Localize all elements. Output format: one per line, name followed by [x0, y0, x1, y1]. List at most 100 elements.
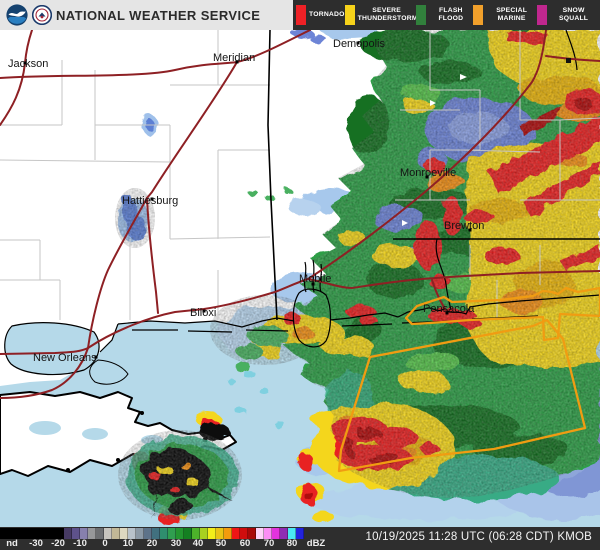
scale-segment [120, 528, 128, 539]
scale-segment [144, 528, 152, 539]
coastline [99, 259, 600, 353]
legend-label: FLASH FLOOD [438, 6, 464, 22]
scale-segment [232, 528, 240, 539]
city-dot [235, 60, 239, 64]
city-labels: Jackson Meridian Demopolis Hattiesburg Monro… [8, 38, 484, 364]
legend-label: TORNADO [309, 10, 345, 18]
scale-segment [288, 528, 296, 539]
status-bar: nd -30 -20 -10 0 10 20 30 40 50 60 70 80 dBZ 10/19/20… [0, 527, 600, 550]
scale-tick-label: 80 [286, 538, 298, 549]
city-dot [23, 61, 27, 65]
city-dot [468, 228, 472, 232]
scale-segment [0, 528, 64, 539]
legend-item: SNOW SQUALL [537, 5, 597, 25]
city-label: Hattiesburg [122, 195, 178, 207]
scale-segment [88, 528, 96, 539]
legend-label: SPECIAL MARINE [496, 6, 528, 22]
city-label: Brewton [444, 220, 484, 232]
scale-tick-label: -30 [29, 538, 43, 549]
radar-map: Jackson Meridian Demopolis Hattiesburg Monro… [0, 30, 600, 527]
legend-swatch [537, 5, 548, 25]
scale-tick-label: -10 [73, 538, 87, 549]
legend-swatch [415, 5, 426, 25]
scale-segment [160, 528, 168, 539]
radar-echoes [115, 30, 600, 525]
agency-title: NATIONAL WEATHER SERVICE [56, 7, 261, 23]
scale-tick-label: dBZ [306, 538, 326, 549]
scale-tick-label: 70 [263, 538, 275, 549]
legend-label: SEVERE THUNDERSTORM [357, 6, 418, 22]
scale-segment [80, 528, 88, 539]
legend-item: FLASH FLOOD [415, 5, 473, 25]
warning-legend: TORNADO SEVERE THUNDERSTORM FLASH FLOOD SPE… [293, 0, 600, 30]
legend-label: SNOW SQUALL [559, 6, 589, 22]
scale-segment [136, 528, 144, 539]
scale-segment [104, 528, 112, 539]
city-dot [311, 282, 315, 286]
city-dot [356, 41, 360, 45]
scale-tick-label: nd [6, 538, 18, 549]
timestamp: 10/19/2025 11:28 UTC (06:28 CDT) [365, 531, 554, 543]
city-dot [425, 175, 429, 179]
scale-segment [128, 528, 136, 539]
legend-item: SEVERE THUNDERSTORM [344, 5, 418, 25]
legend-item: TORNADO [296, 5, 345, 25]
city-label: Biloxi [190, 307, 216, 319]
legend-item: SPECIAL MARINE [473, 5, 537, 25]
city-label: Jackson [8, 58, 48, 70]
legend-swatch [296, 5, 306, 25]
city-dot [94, 355, 98, 359]
noaa-logo-icon [6, 4, 28, 26]
city-label: Demopolis [333, 38, 385, 50]
county-lines [0, 30, 600, 320]
storm-markers [402, 74, 467, 226]
scale-segment [176, 528, 184, 539]
scale-tick-label: 10 [122, 538, 134, 549]
scale-tick-label: 50 [215, 538, 227, 549]
city-dot [150, 197, 154, 201]
scale-segment [72, 528, 80, 539]
city-label: Meridian [213, 52, 255, 64]
city-dot [202, 309, 206, 313]
scale-segment [280, 528, 288, 539]
highway-junction-marker [566, 58, 571, 63]
legend-swatch [344, 5, 355, 25]
reflectivity-scale [0, 528, 304, 539]
state-borders [267, 30, 600, 321]
city-dot [445, 311, 449, 315]
scale-tick-label: 30 [170, 538, 182, 549]
scale-segment [248, 528, 256, 539]
scale-tick-label: -20 [51, 538, 65, 549]
scale-segment [152, 528, 160, 539]
scale-segment [184, 528, 192, 539]
scale-tick-label: 60 [239, 538, 251, 549]
legend-swatch [473, 5, 484, 25]
scale-segment [240, 528, 248, 539]
scale-tick-label: 40 [192, 538, 204, 549]
scale-segment [296, 528, 304, 539]
radar-map-canvas: Jackson Meridian Demopolis Hattiesburg Monro… [0, 30, 600, 527]
echo-speckle-texture [115, 30, 600, 520]
scale-segment [264, 528, 272, 539]
nws-brand: NATIONAL WEATHER SERVICE [0, 0, 293, 30]
scale-segment [224, 528, 232, 539]
scale-segment [216, 528, 224, 539]
city-label: Mobile [299, 273, 331, 285]
scale-tick-label: 0 [102, 538, 108, 549]
header: NATIONAL WEATHER SERVICE TORNADO SEVERE T… [0, 0, 600, 30]
scale-segment [168, 528, 176, 539]
scale-segment [256, 528, 264, 539]
doc-seal-icon [32, 5, 52, 25]
station-id: KMOB [557, 531, 592, 543]
timestamp-text: 10/19/2025 11:28 UTC (06:28 CDT) KMOB [366, 531, 592, 543]
city-label: Pensacola [423, 303, 475, 315]
city-label: New Orleans [33, 352, 97, 364]
highways [0, 30, 600, 399]
scale-segment [272, 528, 280, 539]
scale-segment [192, 528, 200, 539]
scale-segment [112, 528, 120, 539]
city-label: Monroeville [400, 167, 456, 179]
scale-segment [200, 528, 208, 539]
marine-warning-polygons [337, 286, 600, 473]
